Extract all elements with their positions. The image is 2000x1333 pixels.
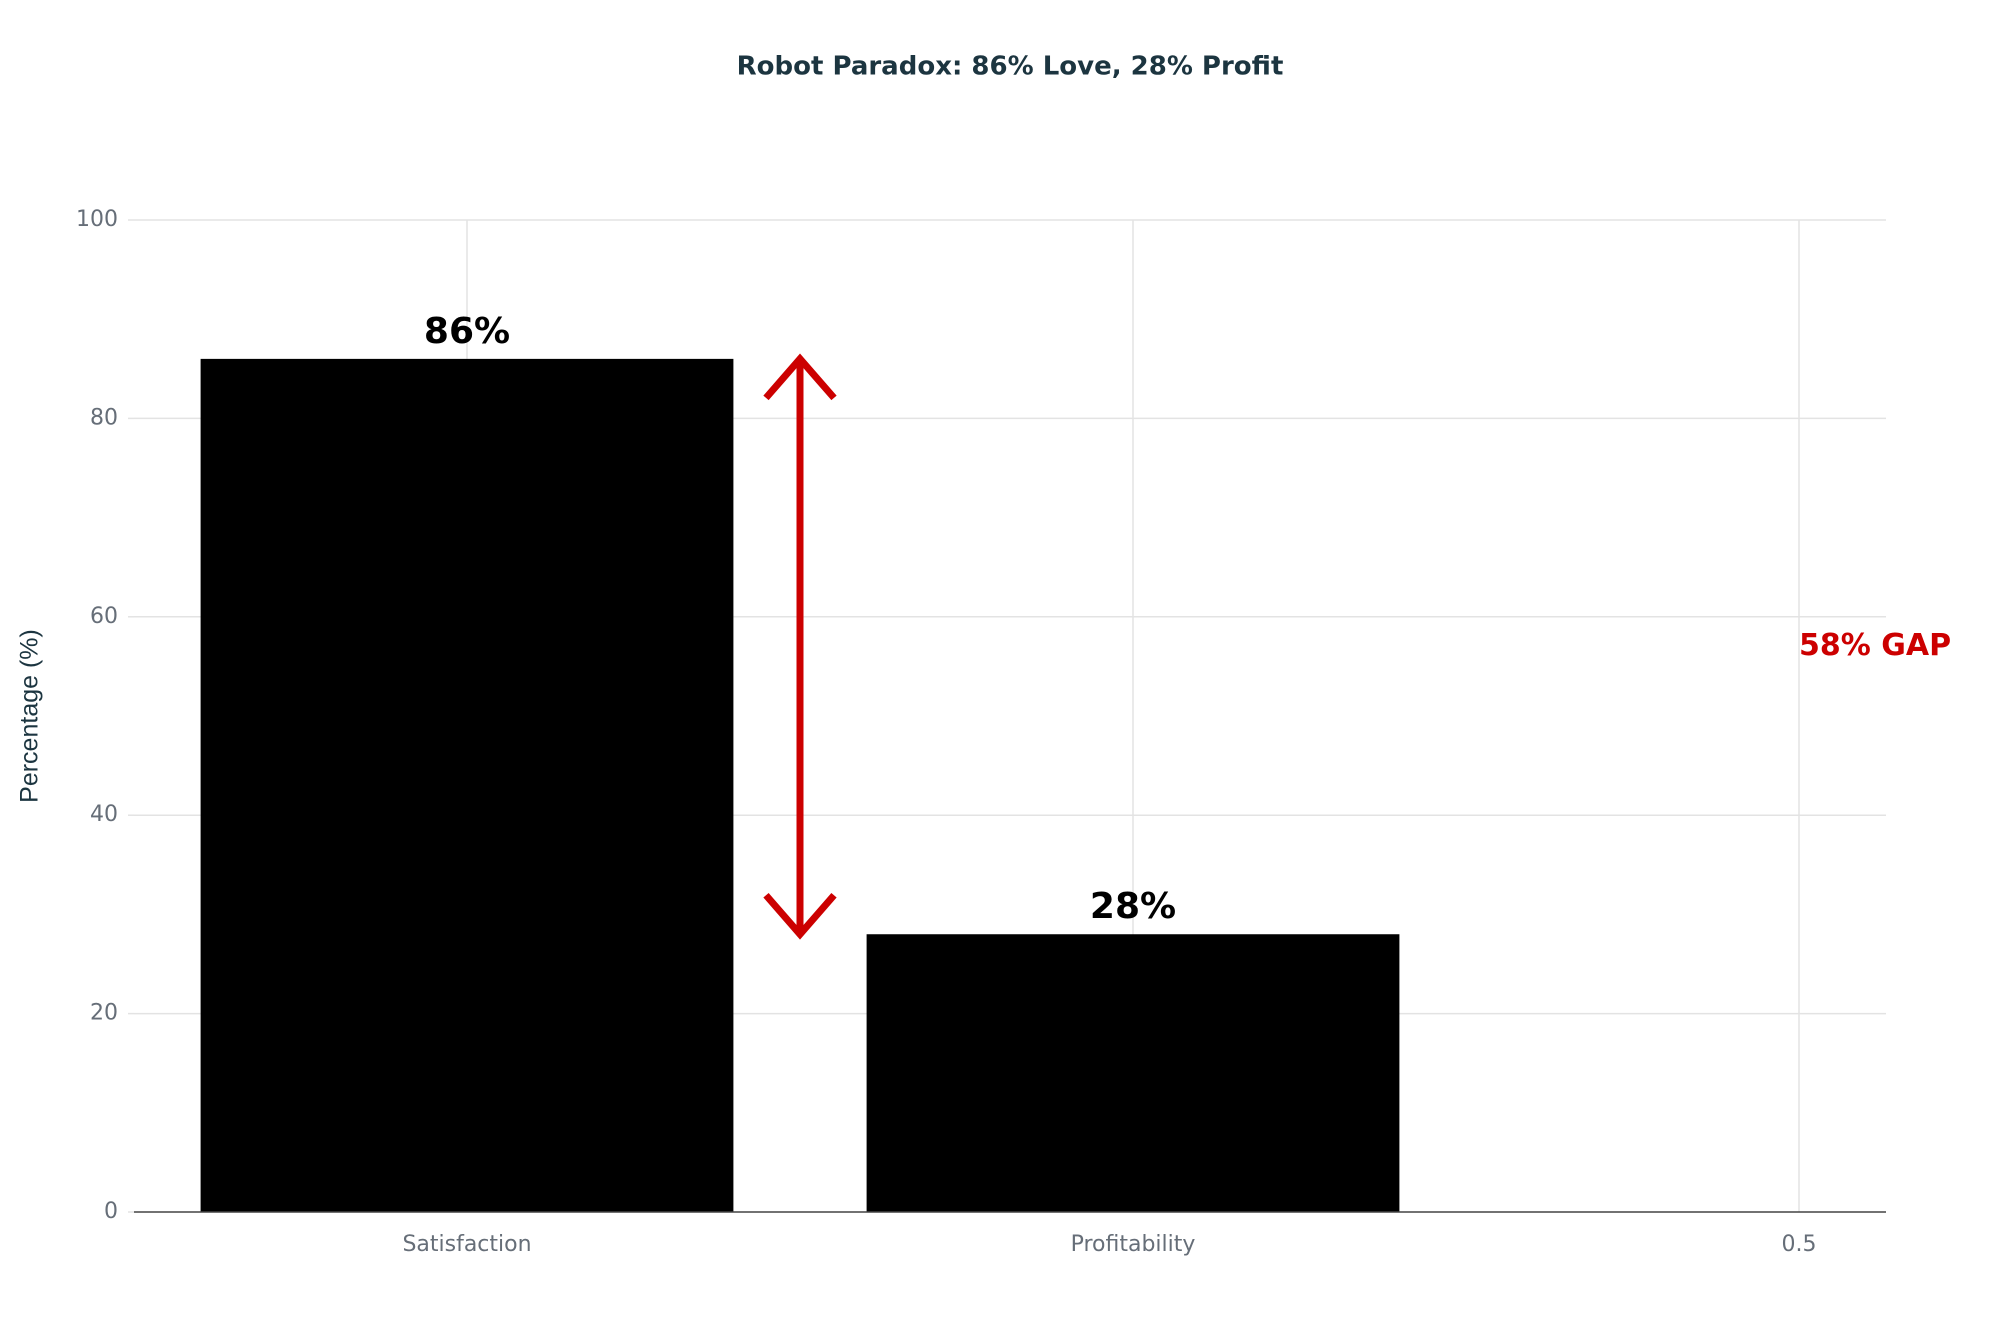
x-tick-label: 0.5: [1782, 1232, 1817, 1257]
y-tick-label: 80: [90, 405, 118, 430]
chart-title: Robot Paradox: 86% Love, 28% Profit: [737, 52, 1284, 82]
y-tick-label: 0: [104, 1199, 118, 1224]
arrow-head: [763, 892, 837, 940]
y-tick-label: 20: [90, 1001, 118, 1026]
y-tick-label: 40: [90, 802, 118, 827]
value-label: 86%: [424, 311, 510, 352]
x-tick-label: Satisfaction: [402, 1232, 531, 1257]
bar: [866, 934, 1400, 1212]
gap-annotation: 58% GAP: [1799, 628, 1951, 663]
y-tick-label: 100: [76, 207, 118, 232]
y-axis-label: Percentage (%): [16, 629, 44, 803]
y-tick-label: 60: [90, 604, 118, 629]
bar: [200, 358, 734, 1212]
arrow-head: [763, 353, 837, 401]
value-label: 28%: [1090, 886, 1176, 927]
x-tick-label: Profitability: [1071, 1232, 1196, 1257]
